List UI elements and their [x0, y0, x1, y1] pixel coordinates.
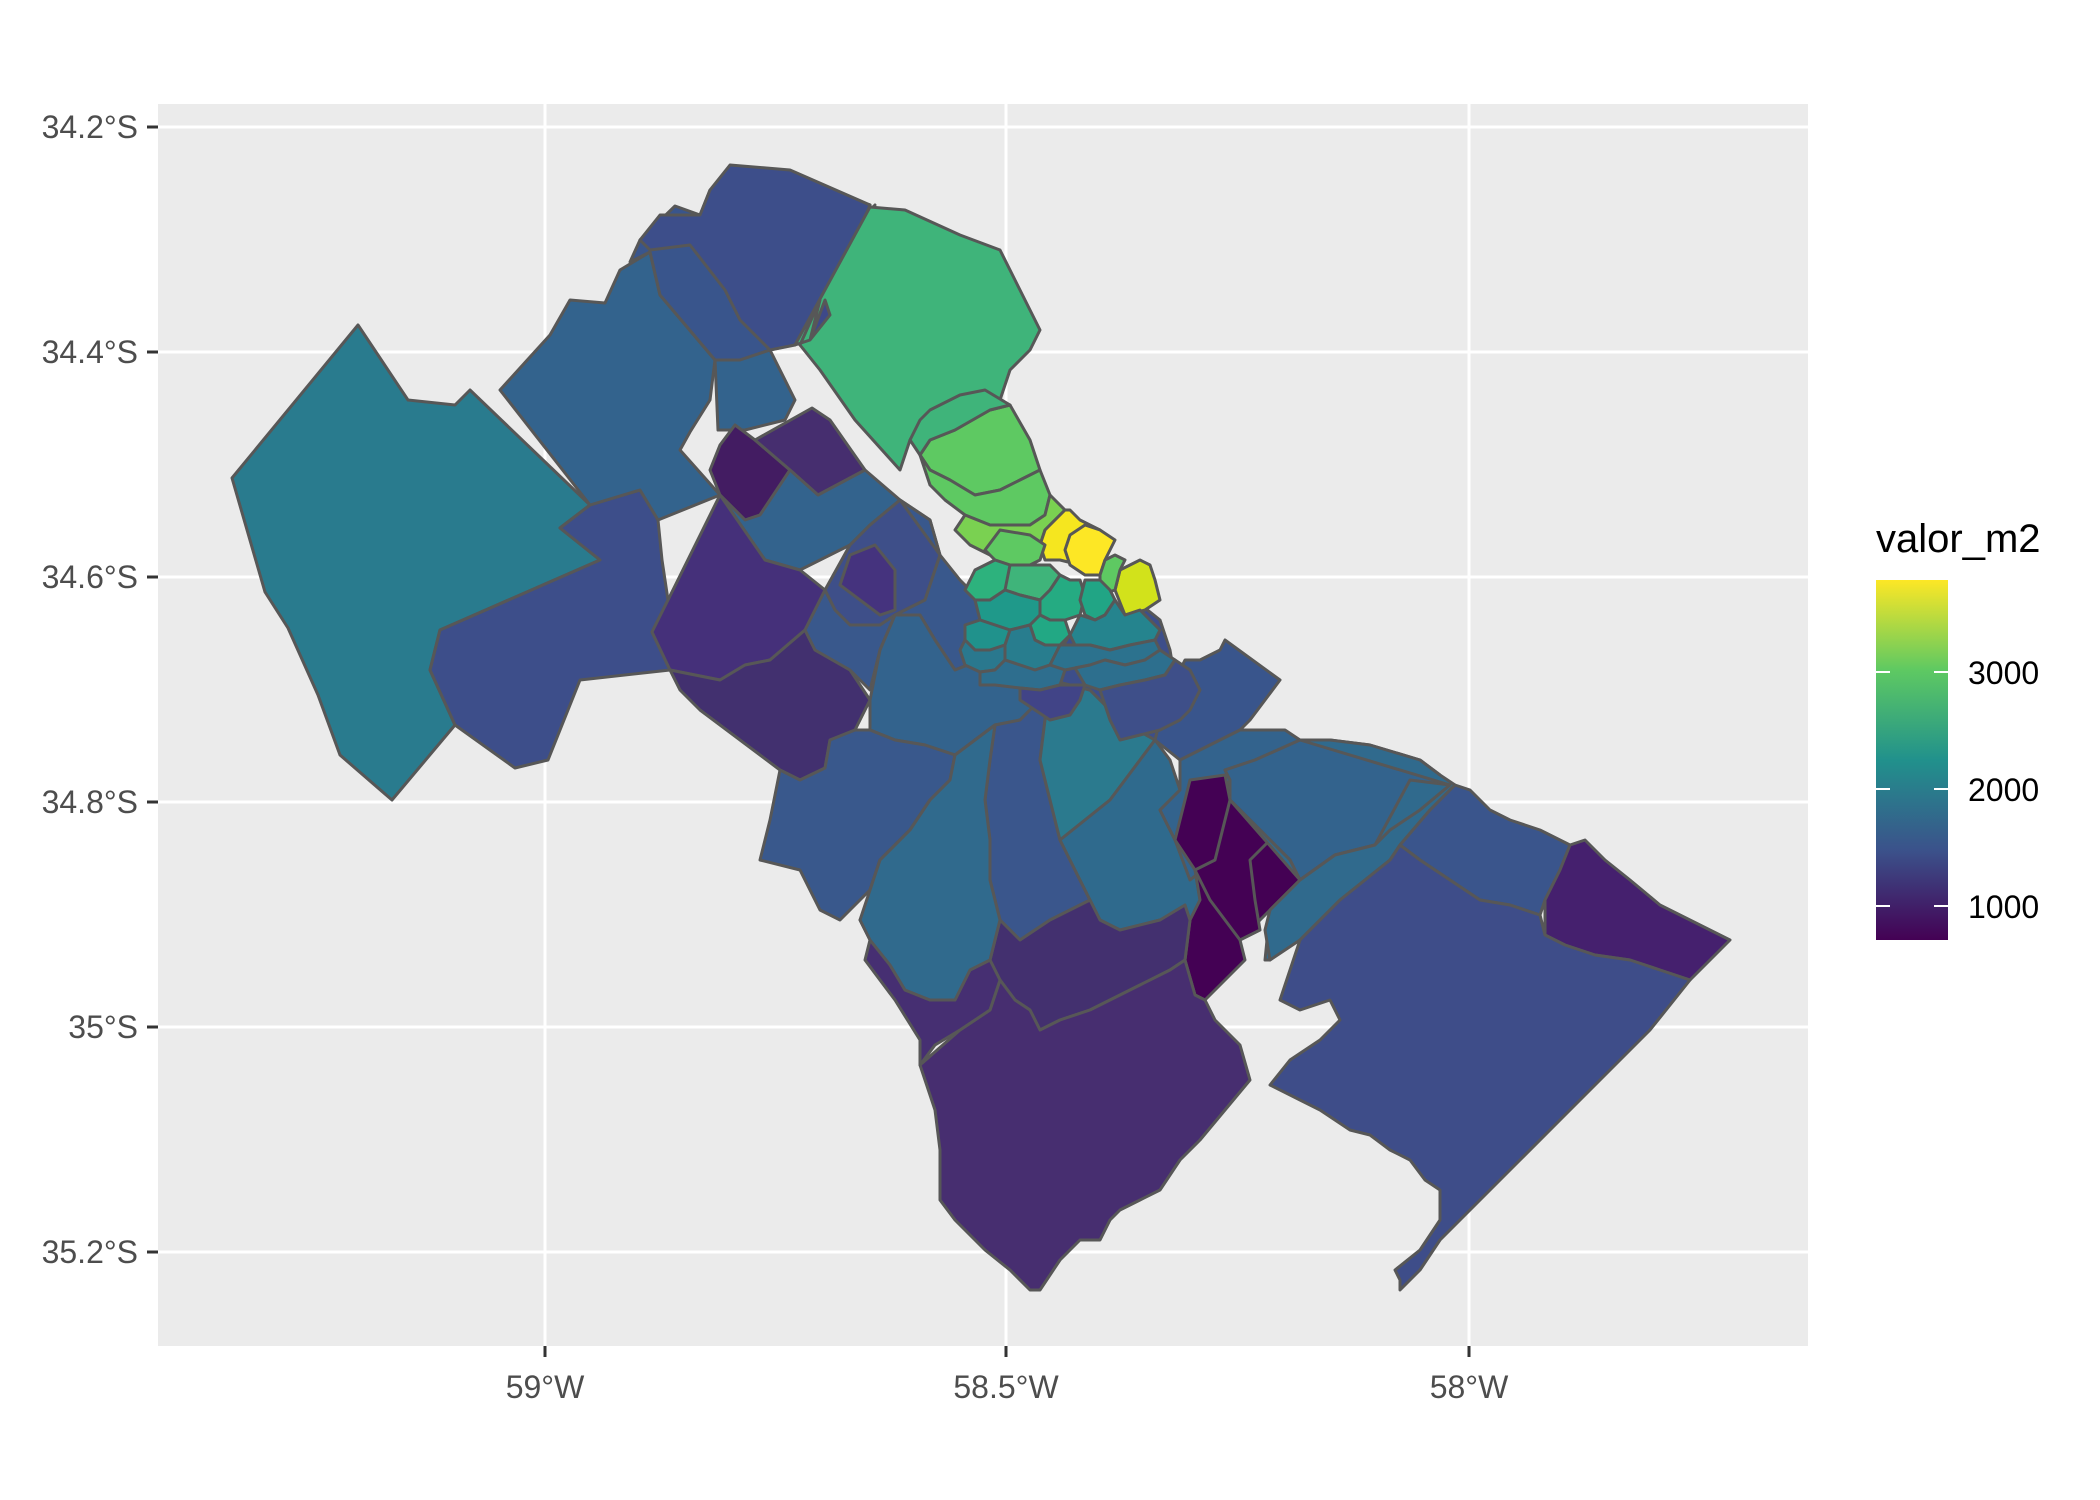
legend-label: 2000	[1968, 772, 2039, 808]
y-tick-label: 34.2°S	[42, 109, 138, 145]
x-tick-label: 58.5°W	[953, 1369, 1059, 1405]
legend: valor_m2 3000 2000 1000	[1876, 517, 2041, 940]
x-tick-label: 59°W	[506, 1369, 585, 1405]
legend-title: valor_m2	[1876, 517, 2041, 561]
region-caba-yellow-3	[1113, 558, 1162, 617]
y-tick-label: 34.8°S	[42, 784, 138, 820]
axis-ticks	[147, 125, 1471, 1357]
y-axis-labels: 34.2°S 34.4°S 34.6°S 34.8°S 35°S 35.2°S	[42, 109, 138, 1270]
region-southeast-big	[1268, 843, 1692, 1292]
y-tick-label: 35°S	[68, 1009, 138, 1045]
regions	[230, 163, 1732, 1292]
x-axis-labels: 59°W 58.5°W 58°W	[506, 1369, 1509, 1405]
region-center-small-purple	[838, 543, 897, 617]
region-caba-teal-11	[978, 658, 1067, 692]
region-center-west-3	[668, 628, 872, 782]
region-caba-3	[908, 388, 1012, 457]
y-tick-label: 34.6°S	[42, 559, 138, 595]
y-tick-label: 34.4°S	[42, 334, 138, 370]
x-tick-label: 58°W	[1430, 1369, 1509, 1405]
region-north-2	[713, 348, 797, 432]
legend-colorbar	[1876, 580, 1948, 940]
region-west-1	[428, 488, 672, 770]
legend-label: 3000	[1968, 655, 2039, 691]
region-caba-blue-purple	[1018, 683, 1087, 722]
region-northwest-big	[498, 250, 722, 522]
region-south-2b	[858, 723, 1002, 1002]
legend-label: 1000	[1968, 889, 2039, 925]
region-east-coast-1	[1098, 658, 1202, 742]
y-tick-label: 35.2°S	[42, 1234, 138, 1270]
region-south-big	[918, 958, 1252, 1292]
